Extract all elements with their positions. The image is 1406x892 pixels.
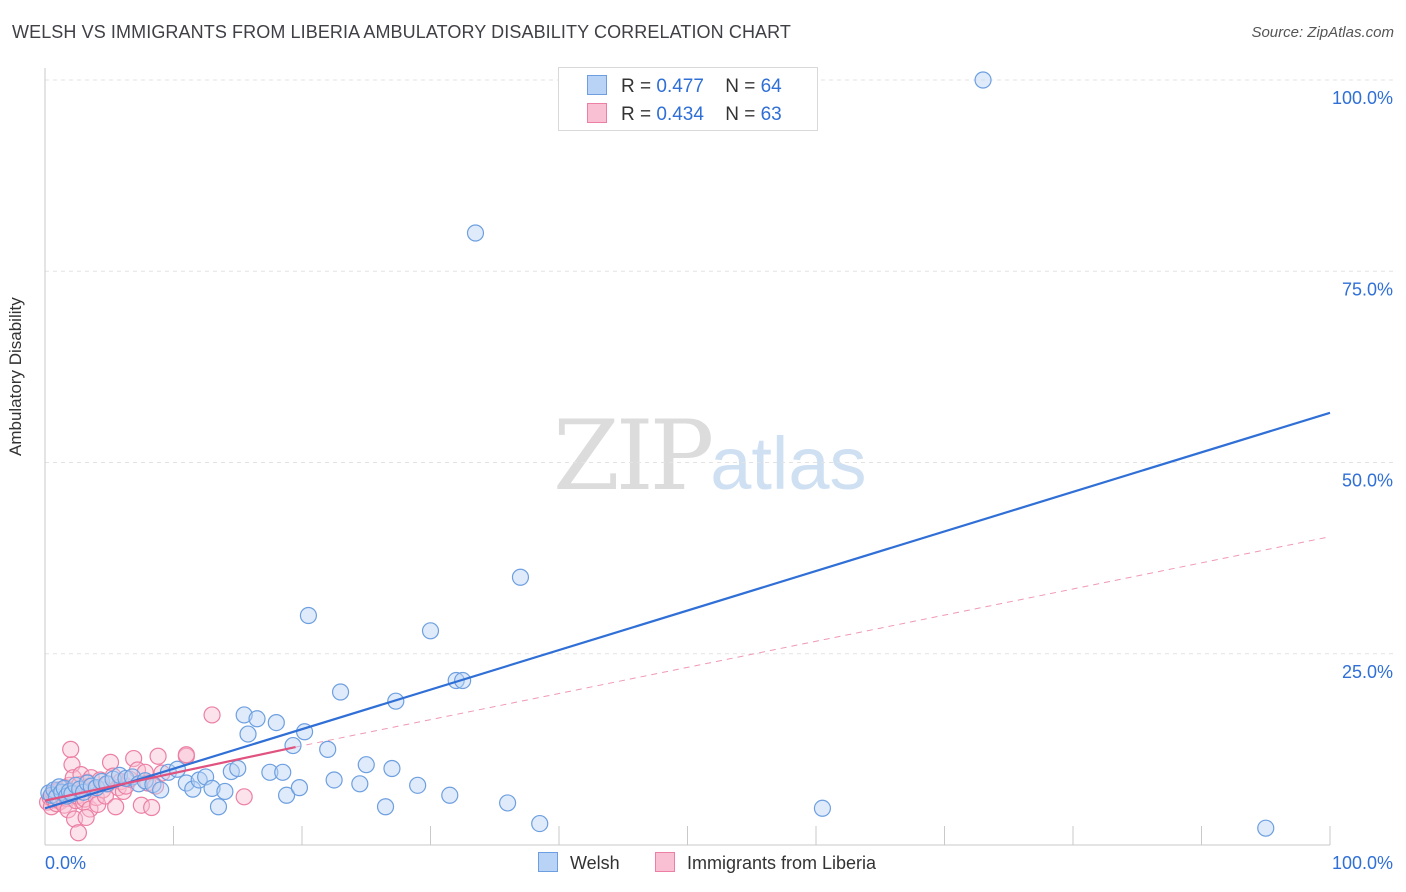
liberia-trend-extension	[295, 536, 1331, 748]
welsh-point	[466, 224, 485, 242]
liberia-point	[177, 746, 195, 764]
welsh-point	[383, 759, 401, 778]
welsh-point	[261, 763, 279, 781]
liberia-r-label: R =	[621, 104, 652, 125]
welsh-point	[184, 780, 202, 798]
y-tick-label: 25.0%	[1342, 662, 1393, 682]
y-tick-label: 75.0%	[1342, 279, 1393, 299]
legend-item-liberia: Immigrants from Liberia	[655, 852, 876, 874]
y-tick-label: 100.0%	[1332, 88, 1393, 108]
welsh-point	[235, 706, 253, 724]
welsh-point	[331, 683, 350, 701]
welsh-point	[239, 725, 257, 743]
welsh-point	[531, 814, 549, 833]
tick-labels: 25.0% 50.0% 75.0% 100.0% 0.0% 100.0%	[45, 88, 1393, 873]
welsh-point	[351, 775, 369, 793]
y-axis-label: Ambulatory Disability	[6, 297, 25, 456]
axes	[44, 68, 1331, 846]
welsh-swatch	[587, 75, 607, 95]
liberia-point	[62, 740, 80, 758]
welsh-point	[267, 713, 285, 732]
liberia-trend-line	[44, 746, 296, 802]
liberia-point	[69, 824, 88, 842]
welsh-r-label: R =	[621, 76, 652, 97]
liberia-point	[107, 798, 125, 816]
legend-row-liberia: R = 0.434 N = 63	[587, 103, 782, 126]
stats-legend: R = 0.477 N = 64 R = 0.434 N = 63	[558, 67, 818, 131]
liberia-point	[132, 796, 150, 814]
welsh-legend-label: Welsh	[570, 853, 620, 873]
welsh-point	[409, 776, 427, 794]
welsh-trend-line	[44, 411, 1331, 810]
watermark-zip: ZIP	[553, 400, 714, 512]
welsh-point	[277, 786, 296, 804]
welsh-point	[441, 786, 459, 804]
welsh-point	[511, 568, 530, 586]
liberia-point	[203, 706, 221, 724]
welsh-point	[284, 736, 302, 755]
welsh-point	[376, 798, 395, 816]
welsh-point	[447, 671, 465, 690]
welsh-point	[290, 779, 309, 797]
welsh-point	[229, 759, 247, 778]
liberia-legend-swatch	[655, 852, 675, 872]
liberia-n-label: N =	[725, 104, 756, 125]
y-tick-label: 50.0%	[1342, 471, 1393, 491]
welsh-legend-swatch	[538, 852, 558, 872]
x-tick-label-max: 100.0%	[1332, 853, 1393, 873]
welsh-point	[152, 781, 170, 799]
welsh-point	[209, 798, 228, 816]
liberia-point	[77, 808, 95, 827]
welsh-point	[177, 774, 195, 792]
grid-lines	[45, 79, 1395, 655]
x-tick-label-min: 0.0%	[45, 853, 86, 873]
welsh-point	[274, 763, 292, 781]
legend-item-welsh: Welsh	[538, 852, 620, 874]
liberia-point	[235, 788, 253, 806]
welsh-r-value: 0.477	[656, 76, 704, 97]
welsh-points	[40, 71, 1275, 837]
trend-lines	[44, 411, 1331, 810]
liberia-trend-dashed	[295, 536, 1331, 748]
liberia-n-value: 63	[760, 104, 782, 125]
liberia-point	[149, 747, 167, 765]
liberia-point	[101, 753, 120, 771]
welsh-point	[299, 606, 318, 625]
welsh-point	[203, 779, 221, 797]
welsh-point	[974, 71, 992, 89]
welsh-point	[325, 771, 343, 789]
welsh-point	[40, 784, 58, 802]
liberia-swatch	[587, 103, 607, 123]
welsh-point	[248, 710, 266, 728]
welsh-point	[357, 756, 375, 774]
welsh-point	[813, 799, 832, 817]
watermark: ZIPatlas	[553, 400, 867, 512]
welsh-point	[1257, 819, 1275, 837]
welsh-point	[319, 740, 337, 758]
chart-title: WELSH VS IMMIGRANTS FROM LIBERIA AMBULAT…	[12, 22, 792, 42]
liberia-point	[143, 798, 161, 817]
liberia-legend-label: Immigrants from Liberia	[687, 853, 877, 873]
welsh-n-label: N =	[725, 76, 756, 97]
liberia-r-value: 0.434	[656, 104, 704, 125]
welsh-point	[421, 622, 440, 640]
source-credit: Source: ZipAtlas.com	[1251, 24, 1394, 41]
welsh-point	[216, 782, 234, 801]
welsh-point	[499, 794, 517, 812]
watermark-atlas: atlas	[710, 422, 867, 505]
welsh-n-value: 64	[760, 76, 782, 97]
legend-row-welsh: R = 0.477 N = 64	[587, 75, 782, 98]
